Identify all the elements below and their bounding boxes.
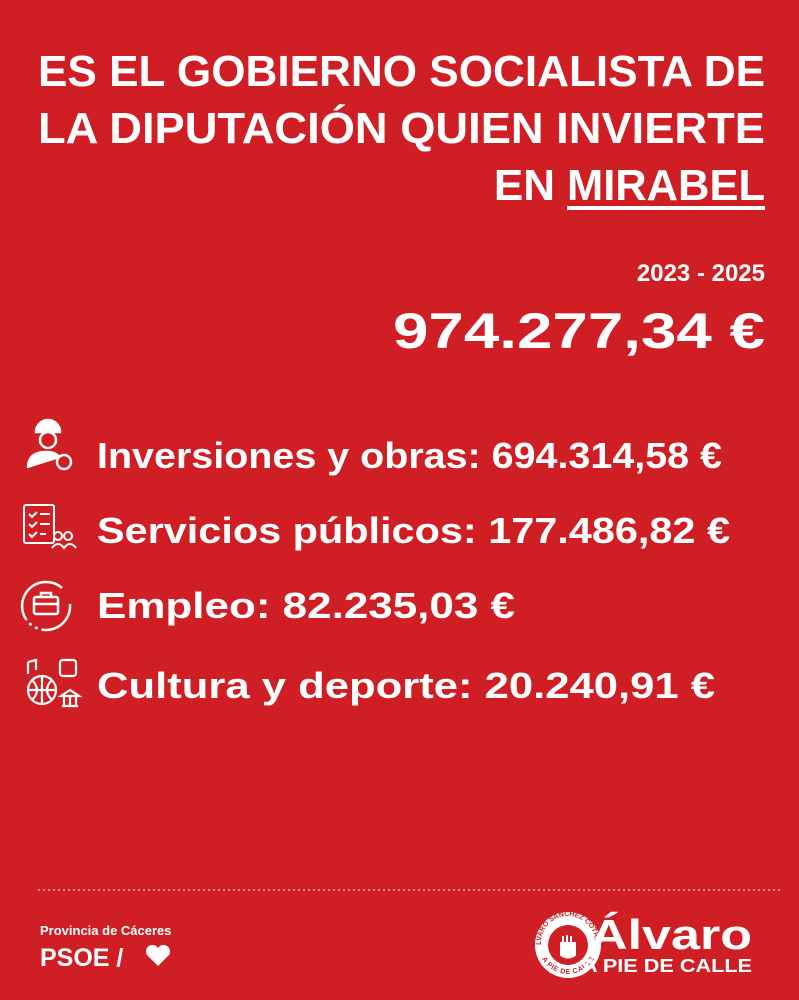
period: 2023 - 2025 xyxy=(637,260,765,287)
icon-employment xyxy=(20,580,72,632)
title-line: LA DIPUTACIÓN QUIEN INVIERTE xyxy=(38,103,765,153)
title-highlight: MIRABEL xyxy=(567,161,765,210)
underline xyxy=(567,206,765,210)
title-line: ES EL GOBIERNO SOCIALISTA DE xyxy=(38,47,765,96)
heart xyxy=(145,944,171,966)
item: Inversiones y obras: 694.314,58 € xyxy=(97,435,722,476)
item: Empleo: 82.235,03 € xyxy=(97,585,515,626)
icon-works xyxy=(26,418,73,471)
region: Provincia de Cáceres xyxy=(40,923,172,938)
icon-services xyxy=(23,504,77,550)
item: Servicios públicos: 177.486,82 € xyxy=(97,510,730,551)
party: PSOE / xyxy=(40,944,123,972)
item: Cultura y deporte: 20.240,91 € xyxy=(97,665,715,706)
fist xyxy=(560,935,576,959)
title-prefix: EN xyxy=(494,161,555,210)
brand-tagline: A PIE DE CALLE xyxy=(582,956,752,976)
brand-name: Álvaro xyxy=(590,911,752,958)
total: 974.277,34 € xyxy=(393,303,765,359)
icon-culture xyxy=(26,658,83,708)
